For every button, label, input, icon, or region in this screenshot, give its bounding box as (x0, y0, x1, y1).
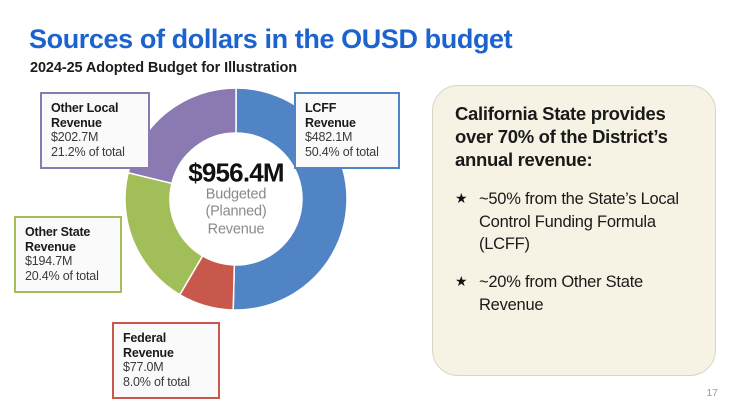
panel-heading: California State provides over 70% of th… (455, 103, 668, 170)
callout-other-state-title-line1: Other State (25, 225, 91, 239)
callout-federal-share: 8.0% of total (123, 374, 190, 389)
callout-federal-title-line1: Federal (123, 331, 167, 345)
callout-other-local-share: 21.2% of total (51, 144, 125, 159)
star-bullet-icon: ★ (455, 189, 468, 206)
page-title: Sources of dollars in the OUSD budget (29, 24, 513, 54)
callout-lcff-share: 50.4% of total (305, 144, 379, 159)
panel-bullet-item: ★ ~20% from Other State Revenue (455, 271, 695, 317)
callout-lcff-title-line1: LCFF (305, 101, 337, 115)
state-revenue-info-panel: California State provides over 70% of th… (432, 85, 716, 376)
donut-slice (125, 171, 204, 296)
callout-other-local-amount: $202.7M (51, 130, 99, 144)
panel-bullet-item: ★ ~50% from the State’s Local Control Fun… (455, 188, 695, 256)
panel-bullet-text: ~20% from Other State Revenue (479, 273, 643, 314)
panel-bullet-text: ~50% from the State’s Local Control Fund… (479, 189, 679, 254)
star-bullet-icon: ★ (455, 273, 468, 290)
panel-bullet-list: ★ ~50% from the State’s Local Control Fun… (455, 188, 695, 317)
callout-other-state-title-line2: Revenue (25, 239, 76, 254)
callout-other-state-revenue: Other State Revenue $194.7M 20.4% of tot… (14, 216, 122, 293)
callout-other-state-amount: $194.7M (25, 254, 73, 268)
callout-other-local-title-line1: Other Local (51, 101, 119, 115)
callout-lcff-revenue: LCFF Revenue $482.1M 50.4% of total (294, 92, 400, 169)
callout-federal-revenue: Federal Revenue $77.0M 8.0% of total (112, 322, 220, 399)
callout-other-local-revenue: Other Local Revenue $202.7M 21.2% of tot… (40, 92, 150, 169)
callout-lcff-amount: $482.1M (305, 130, 353, 144)
callout-lcff-title-line2: Revenue (305, 115, 356, 130)
page-subtitle: 2024-25 Adopted Budget for Illustration (30, 60, 298, 76)
callout-federal-title-line2: Revenue (123, 345, 174, 360)
page-number: 17 (706, 387, 718, 399)
callout-other-local-title-line2: Revenue (51, 115, 102, 130)
callout-federal-amount: $77.0M (123, 360, 164, 374)
callout-other-state-share: 20.4% of total (25, 268, 99, 283)
